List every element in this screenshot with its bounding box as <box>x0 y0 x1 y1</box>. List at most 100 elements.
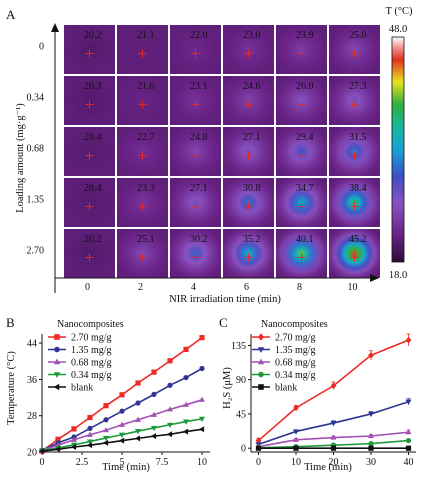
data-point <box>134 435 141 442</box>
data-point <box>405 429 412 435</box>
heatmap-value: 23.3 <box>137 183 155 194</box>
heatmap-col-label: 8 <box>297 282 302 293</box>
heatmap-value: 27.1 <box>243 132 261 143</box>
legend-label: 0.34 mg/g <box>275 370 316 381</box>
panel-b: B 0 2.5 5 7.5 10 20 28 36 44 Time (min) Temperat… <box>6 315 210 473</box>
data-point <box>151 369 157 375</box>
heatmap-row-label: 1.35 <box>27 195 45 206</box>
h2s-y-axis-label: H₂S (μM) <box>222 367 233 409</box>
x-tick-label: 5 <box>120 457 125 468</box>
data-point <box>135 416 141 422</box>
data-point <box>71 426 77 432</box>
data-point <box>183 374 189 381</box>
heatmap-col-label: 10 <box>348 282 358 293</box>
heatmap-value: 24.6 <box>243 81 261 92</box>
data-point <box>135 380 141 386</box>
data-point <box>330 382 337 390</box>
x-tick-label: 40 <box>404 457 414 468</box>
data-point <box>103 417 109 423</box>
heatmap-value: 25.0 <box>349 30 367 41</box>
h2s-legend-title: Nanocomposites <box>261 319 328 330</box>
data-point <box>255 437 262 444</box>
data-point <box>257 358 265 365</box>
data-point <box>38 448 45 455</box>
data-point <box>183 346 189 353</box>
data-point <box>87 425 93 431</box>
data-point <box>199 335 205 341</box>
data-point <box>368 351 374 359</box>
data-point <box>55 436 61 442</box>
data-point <box>183 419 189 425</box>
data-point <box>198 426 205 433</box>
h2s-x-axis-label: Time (min) <box>304 462 352 473</box>
colorbar <box>391 36 405 263</box>
legend-label: 0.34 mg/g <box>71 370 112 381</box>
h2s-chart: 0 10 20 30 40 0 45 90 135 <box>231 333 416 468</box>
data-point <box>54 334 60 340</box>
data-point <box>87 414 93 421</box>
heatmap-value: 34.7 <box>296 183 314 194</box>
data-point <box>368 411 374 418</box>
heatmap-y-axis-label: Loading amount (mg·g⁻¹) <box>15 103 26 213</box>
data-point <box>167 422 173 428</box>
heatmap-row-label: 0 <box>39 42 44 53</box>
data-point <box>86 442 93 449</box>
data-point <box>293 445 299 451</box>
data-point <box>151 411 157 417</box>
legend-label: blank <box>275 383 297 394</box>
data-point <box>368 441 374 447</box>
heatmap-value: 31.5 <box>349 132 367 143</box>
heatmap-x-axis-label: NIR irradiation time (min) <box>169 294 281 305</box>
heatmap-value: 40.1 <box>296 234 314 245</box>
x-tick-label: 30 <box>366 457 376 468</box>
data-point <box>199 365 205 372</box>
heatmap-col-label: 4 <box>191 282 196 293</box>
heatmap-value: 24.8 <box>190 132 208 143</box>
panel-letter-b: B <box>6 315 15 330</box>
data-point <box>54 346 60 353</box>
x-tick-label: 0 <box>40 457 45 468</box>
data-point <box>118 437 125 444</box>
x-tick-label: 10 <box>291 457 301 468</box>
heatmap-value: 21.1 <box>137 30 155 41</box>
data-point <box>167 406 173 412</box>
heatmap-value: 22.7 <box>137 132 155 143</box>
heatmap-value: 45.2 <box>349 234 367 245</box>
data-point <box>119 421 125 427</box>
data-point <box>405 399 412 405</box>
data-point <box>405 336 412 344</box>
data-point <box>135 400 141 406</box>
heatmap-value: 20.3 <box>84 81 102 92</box>
colorbar-min-label: 18.0 <box>389 270 407 281</box>
heatmap-x-arrowhead <box>370 274 379 282</box>
data-point <box>182 428 189 435</box>
heatmap-value: 23.1 <box>190 81 208 92</box>
heatmap-grid: 20.2 21.1 22.0 23.0 23.9 25.0 20.3 21.6 23.1 24.6… <box>64 25 380 278</box>
data-point <box>150 433 157 440</box>
legend-label: 0.68 mg/g <box>71 358 112 369</box>
data-point <box>71 436 77 442</box>
data-point <box>166 431 173 438</box>
data-point <box>53 358 61 365</box>
data-point <box>70 444 77 450</box>
heatmap-value: 20.4 <box>84 183 102 194</box>
y-tick-label: 36 <box>27 375 37 386</box>
heatmap-value: 22.0 <box>190 30 208 41</box>
heatmap-value: 30.2 <box>190 234 208 245</box>
temperature-chart: 0 2.5 5 7.5 10 20 28 36 44 <box>27 334 210 468</box>
heatmap-col-label: 0 <box>85 282 90 293</box>
heatmap-value: 27.3 <box>349 81 367 92</box>
heatmap-value: 21.6 <box>137 81 155 92</box>
heatmap-value: 27.1 <box>190 183 208 194</box>
heatmap-row-labels: 0 0.34 0.68 1.35 2.70 <box>27 42 45 257</box>
data-point <box>135 429 141 435</box>
x-tick-label: 10 <box>197 457 207 468</box>
legend-label: 2.70 mg/g <box>275 333 316 344</box>
y-tick-label: 28 <box>27 411 37 422</box>
y-tick-label: 0 <box>241 444 246 455</box>
data-point <box>102 439 109 446</box>
x-tick-label: 20 <box>329 457 339 468</box>
heatmap-col-label: 2 <box>138 282 143 293</box>
y-tick-label: 45 <box>236 409 246 420</box>
